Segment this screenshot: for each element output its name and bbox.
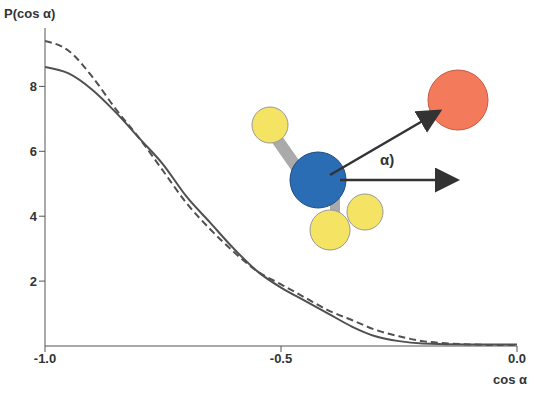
svg-text:α): α) (380, 151, 394, 168)
svg-text:0.0: 0.0 (508, 351, 526, 366)
svg-text:-0.5: -0.5 (270, 351, 292, 366)
svg-text:8: 8 (30, 79, 37, 94)
html-text:P(cos α): P(cos α) (4, 6, 56, 21)
svg-text:-1.0: -1.0 (34, 351, 56, 366)
svg-text:4: 4 (30, 209, 38, 224)
svg-text:6: 6 (30, 144, 37, 159)
html-text:cos α: cos α (493, 372, 527, 387)
svg-text:2: 2 (30, 274, 37, 289)
